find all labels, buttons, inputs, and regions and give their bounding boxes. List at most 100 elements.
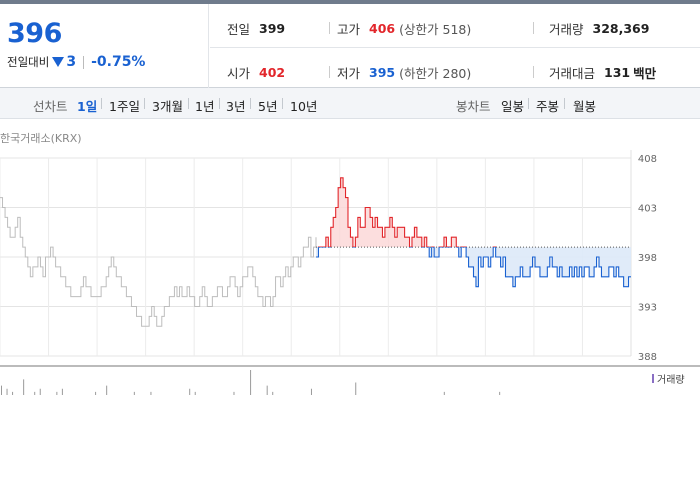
y-tick-label: 388 — [638, 352, 657, 363]
volume-bar — [39, 388, 41, 395]
divider — [282, 98, 283, 109]
data-source: 한국거래소(KRX) — [0, 132, 82, 145]
low-value: 395 — [369, 65, 396, 80]
candle-daily[interactable]: 일봉 — [501, 99, 525, 114]
down-triangle-icon — [52, 57, 65, 67]
upper-limit: (상한가 518) — [399, 22, 472, 37]
period-3m[interactable]: 3개월 — [152, 99, 183, 114]
divider — [533, 66, 534, 78]
lower-limit-value: 280 — [442, 66, 467, 81]
volume-bar — [34, 391, 36, 395]
volume-bar — [443, 391, 445, 395]
volume-bar — [266, 385, 268, 395]
volume-bar — [106, 385, 108, 395]
volume-legend-label: 거래량 — [657, 375, 685, 386]
low-label: 저가 — [337, 66, 361, 81]
volume-bar — [310, 388, 312, 395]
volume-bar — [233, 391, 235, 395]
prev-close-value: 399 — [259, 21, 286, 36]
change-amount: 3 — [66, 54, 77, 70]
open-label: 시가 — [227, 66, 251, 81]
quote-panel: 396 전일대비 3 -0.75% 전일 399 고가 406 (상한가 518… — [0, 0, 700, 88]
change-label: 전일대비 — [7, 55, 50, 69]
candle-monthly[interactable]: 월봉 — [573, 99, 597, 114]
y-tick-label: 393 — [638, 303, 657, 314]
high-value: 406 — [369, 21, 396, 36]
row-divider — [210, 47, 700, 48]
period-1d[interactable]: 1일 — [77, 99, 98, 114]
volume-stat: 거래량 328,369 — [549, 19, 649, 38]
y-tick-label: 408 — [638, 154, 657, 165]
volume-bar — [23, 379, 25, 395]
volume-bar — [272, 391, 274, 395]
divider — [564, 98, 565, 109]
volume-legend: 거래량 — [652, 371, 685, 386]
chart-period-bar: 선차트 1일 1주일 3개월 1년 3년 5년 10년 봉차트 일봉 주봉 월봉 — [0, 88, 700, 119]
series-today-up — [317, 177, 497, 248]
period-3y[interactable]: 3년 — [226, 99, 246, 114]
price-change: 전일대비 3 -0.75% — [7, 54, 145, 70]
amount-stat: 거래대금 131 백만 — [549, 63, 656, 82]
open-value: 402 — [259, 65, 286, 80]
current-price-box: 396 전일대비 3 -0.75% — [0, 4, 209, 88]
volume-bar — [150, 391, 152, 395]
price-series — [0, 177, 631, 327]
change-rate: -0.75% — [91, 54, 146, 70]
volume-bar — [499, 391, 501, 395]
divider — [144, 98, 145, 109]
volume-bar — [133, 391, 135, 395]
volume-value: 328,369 — [592, 21, 650, 36]
prev-close-label: 전일 — [227, 22, 251, 37]
volume-bar — [12, 391, 14, 395]
y-tick-label: 403 — [638, 204, 657, 215]
divider — [533, 22, 534, 34]
volume-bar — [194, 391, 196, 395]
lower-limit-label: 하한가 — [404, 66, 439, 81]
candle-chart-title: 봉차트 — [456, 99, 491, 114]
current-price: 396 — [7, 18, 62, 49]
upper-limit-label: 상한가 — [404, 22, 439, 37]
high-stat: 고가 406 (상한가 518) — [337, 19, 471, 38]
period-1y[interactable]: 1년 — [195, 99, 215, 114]
period-10y[interactable]: 10년 — [290, 99, 318, 114]
volume-bars — [1, 370, 501, 395]
candle-weekly[interactable]: 주봉 — [536, 99, 560, 114]
volume-label: 거래량 — [549, 22, 584, 37]
divider — [329, 22, 330, 34]
open-stat: 시가 402 — [227, 63, 285, 82]
volume-bar — [189, 388, 191, 395]
period-1w[interactable]: 1주일 — [109, 99, 140, 114]
y-tick-label: 398 — [638, 253, 657, 264]
volume-bar — [56, 391, 58, 395]
intraday-price-chart: 408 403 398 393 388 — [0, 150, 700, 395]
prev-close-stat: 전일 399 — [227, 19, 285, 38]
amount-label: 거래대금 — [549, 66, 596, 81]
volume-bar — [61, 388, 63, 395]
area-above-prev-close — [325, 177, 457, 248]
divider — [101, 98, 102, 109]
divider — [250, 98, 251, 109]
series-previous-day — [0, 197, 317, 327]
upper-limit-value: 518 — [442, 22, 467, 37]
divider — [528, 98, 529, 109]
volume-bar — [6, 388, 8, 395]
divider — [219, 98, 220, 109]
volume-bar — [1, 385, 2, 395]
volume-bar — [95, 391, 97, 395]
line-chart-title: 선차트 — [33, 99, 68, 114]
lower-limit: (하한가 280) — [399, 66, 472, 81]
series-today-down — [316, 247, 631, 288]
period-5y[interactable]: 5년 — [258, 99, 278, 114]
divider — [83, 55, 85, 69]
volume-bar — [355, 382, 357, 395]
low-stat: 저가 395 (하한가 280) — [337, 63, 471, 82]
divider — [329, 66, 330, 78]
amount-unit: 백만 — [633, 66, 657, 81]
volume-swatch — [652, 374, 654, 383]
high-label: 고가 — [337, 22, 361, 37]
divider — [188, 98, 189, 109]
volume-bar — [250, 370, 252, 395]
y-axis-labels: 408 403 398 393 388 — [638, 154, 657, 363]
amount-value: 131 — [604, 65, 631, 80]
